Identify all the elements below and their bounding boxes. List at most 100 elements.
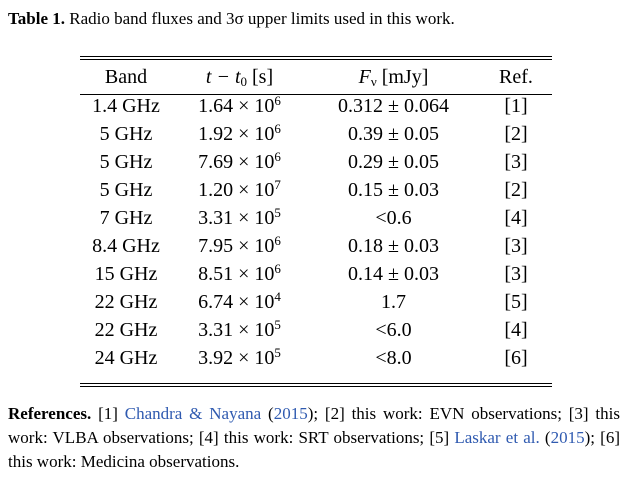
cell-flux: 0.29 ± 0.05	[348, 151, 439, 173]
header-flux-symbol: F	[358, 66, 371, 88]
cell-ref: [1]	[504, 95, 528, 117]
cell-flux: 0.15 ± 0.03	[348, 179, 439, 201]
table-caption: Table 1. Radio band fluxes and 3σ upper …	[8, 8, 455, 30]
cell-time-mantissa: 1.92 × 10	[198, 123, 275, 145]
cell-flux: 1.7	[381, 291, 406, 313]
cell-ref: [2]	[504, 123, 528, 145]
table-row: 24 GHz 3.92 × 105 <8.0 [6]	[80, 344, 552, 372]
cell-ref: [3]	[504, 235, 528, 257]
references-text: (	[539, 428, 551, 447]
cell-band: 5 GHz	[99, 179, 153, 201]
table-row: 5 GHz 1.20 × 107 0.15 ± 0.03 [2]	[80, 176, 552, 204]
references-text: (	[261, 404, 274, 423]
table-row: 5 GHz 7.69 × 106 0.29 ± 0.05 [3]	[80, 148, 552, 176]
cell-time: 1.20 × 107	[172, 176, 307, 204]
header-time: t − t0 [s]	[172, 62, 307, 92]
cell-ref: [4]	[504, 319, 528, 341]
caption-text: Radio band fluxes and 3σ upper limits us…	[69, 9, 455, 28]
cell-flux: 0.18 ± 0.03	[348, 235, 439, 257]
cell-ref: [2]	[504, 179, 528, 201]
table-row: 8.4 GHz 7.95 × 106 0.18 ± 0.03 [3]	[80, 232, 552, 260]
cell-band: 1.4 GHz	[92, 95, 160, 117]
cell-time-exponent: 6	[274, 121, 281, 136]
cell-band: 22 GHz	[94, 291, 158, 313]
cell-time: 8.51 × 106	[172, 260, 307, 288]
cell-band: 24 GHz	[94, 347, 158, 369]
cell-time-mantissa: 3.92 × 10	[198, 347, 275, 369]
table-row: 22 GHz 3.31 × 105 <6.0 [4]	[80, 316, 552, 344]
cell-time-exponent: 5	[274, 345, 281, 360]
table-header: Band t − t0 [s] Fν [mJy] Ref.	[80, 62, 552, 92]
table-row: 1.4 GHz 1.64 × 106 0.312 ± 0.064 [1]	[80, 92, 552, 120]
cell-time-mantissa: 3.31 × 10	[198, 207, 275, 229]
cell-ref: [3]	[504, 263, 528, 285]
top-rule-inner	[80, 59, 552, 60]
header-flux-unit: [mJy]	[376, 66, 429, 88]
table-row: 5 GHz 1.92 × 106 0.39 ± 0.05 [2]	[80, 120, 552, 148]
reference-link-year[interactable]: 2015	[550, 428, 585, 447]
references-note: References. [1] Chandra & Nayana (2015);…	[8, 402, 620, 474]
top-rule-outer	[80, 56, 552, 57]
data-table: Band t − t0 [s] Fν [mJy] Ref. 1.4 GHz 1.…	[80, 62, 552, 372]
reference-link-chandra-nayana[interactable]: Chandra & Nayana	[124, 404, 262, 423]
cell-time-exponent: 5	[274, 317, 281, 332]
bottom-rule-inner	[80, 383, 552, 384]
references-label: References.	[8, 404, 92, 423]
header-time-subscript: 0	[240, 74, 248, 89]
cell-time: 1.92 × 106	[172, 120, 307, 148]
cell-flux: 0.14 ± 0.03	[348, 263, 439, 285]
cell-time-exponent: 6	[274, 149, 281, 164]
table-row: 22 GHz 6.74 × 104 1.7 [5]	[80, 288, 552, 316]
header-flux: Fν [mJy]	[307, 62, 480, 92]
table-body: 1.4 GHz 1.64 × 106 0.312 ± 0.064 [1] 5 G…	[80, 92, 552, 372]
cell-band: 15 GHz	[94, 263, 158, 285]
header-rule	[80, 94, 552, 95]
reference-link-laskar[interactable]: Laskar et al.	[454, 428, 540, 447]
header-flux-subscript: ν	[370, 74, 377, 89]
reference-link-year[interactable]: 2015	[273, 404, 308, 423]
caption-label: Table 1.	[8, 9, 66, 28]
cell-band: 8.4 GHz	[92, 235, 160, 257]
cell-ref: [6]	[504, 347, 528, 369]
cell-flux: 0.312 ± 0.064	[338, 95, 449, 117]
cell-band: 5 GHz	[99, 123, 153, 145]
cell-time-mantissa: 8.51 × 10	[198, 263, 275, 285]
cell-ref: [4]	[504, 207, 528, 229]
references-text: ); [6] this work: Medicina observations.	[8, 428, 620, 471]
header-time-symbol: t − t	[205, 66, 241, 88]
cell-flux: <8.0	[375, 347, 412, 369]
cell-time-mantissa: 3.31 × 10	[198, 319, 275, 341]
cell-time-mantissa: 1.20 × 10	[198, 179, 275, 201]
header-time-unit: [s]	[247, 66, 274, 88]
cell-ref: [3]	[504, 151, 528, 173]
cell-time: 1.64 × 106	[172, 92, 307, 120]
cell-band: 22 GHz	[94, 319, 158, 341]
cell-time-exponent: 7	[274, 177, 281, 192]
bottom-rule-outer	[80, 386, 552, 387]
cell-time: 3.92 × 105	[172, 344, 307, 372]
cell-ref: [5]	[504, 291, 528, 313]
cell-time: 7.95 × 106	[172, 232, 307, 260]
cell-time: 7.69 × 106	[172, 148, 307, 176]
cell-band: 7 GHz	[99, 207, 153, 229]
cell-flux: 0.39 ± 0.05	[348, 123, 439, 145]
header-band: Band	[104, 66, 148, 88]
cell-time: 3.31 × 105	[172, 204, 307, 232]
header-row: Band t − t0 [s] Fν [mJy] Ref.	[80, 62, 552, 92]
table-row: 15 GHz 8.51 × 106 0.14 ± 0.03 [3]	[80, 260, 552, 288]
cell-time-exponent: 6	[274, 233, 281, 248]
cell-time-exponent: 6	[274, 93, 281, 108]
table-row: 7 GHz 3.31 × 105 <0.6 [4]	[80, 204, 552, 232]
references-text: [1]	[91, 404, 125, 423]
cell-time-mantissa: 6.74 × 10	[198, 291, 275, 313]
cell-flux: <0.6	[375, 207, 412, 229]
cell-time-mantissa: 7.95 × 10	[198, 235, 275, 257]
references-text: ); [2] this work: EVN observations; [3] …	[8, 404, 620, 447]
header-ref: Ref.	[499, 66, 533, 88]
cell-time-mantissa: 7.69 × 10	[198, 151, 275, 173]
cell-time: 6.74 × 104	[172, 288, 307, 316]
cell-band: 5 GHz	[99, 151, 153, 173]
cell-time-exponent: 4	[274, 289, 281, 304]
cell-flux: <6.0	[375, 319, 412, 341]
cell-time: 3.31 × 105	[172, 316, 307, 344]
